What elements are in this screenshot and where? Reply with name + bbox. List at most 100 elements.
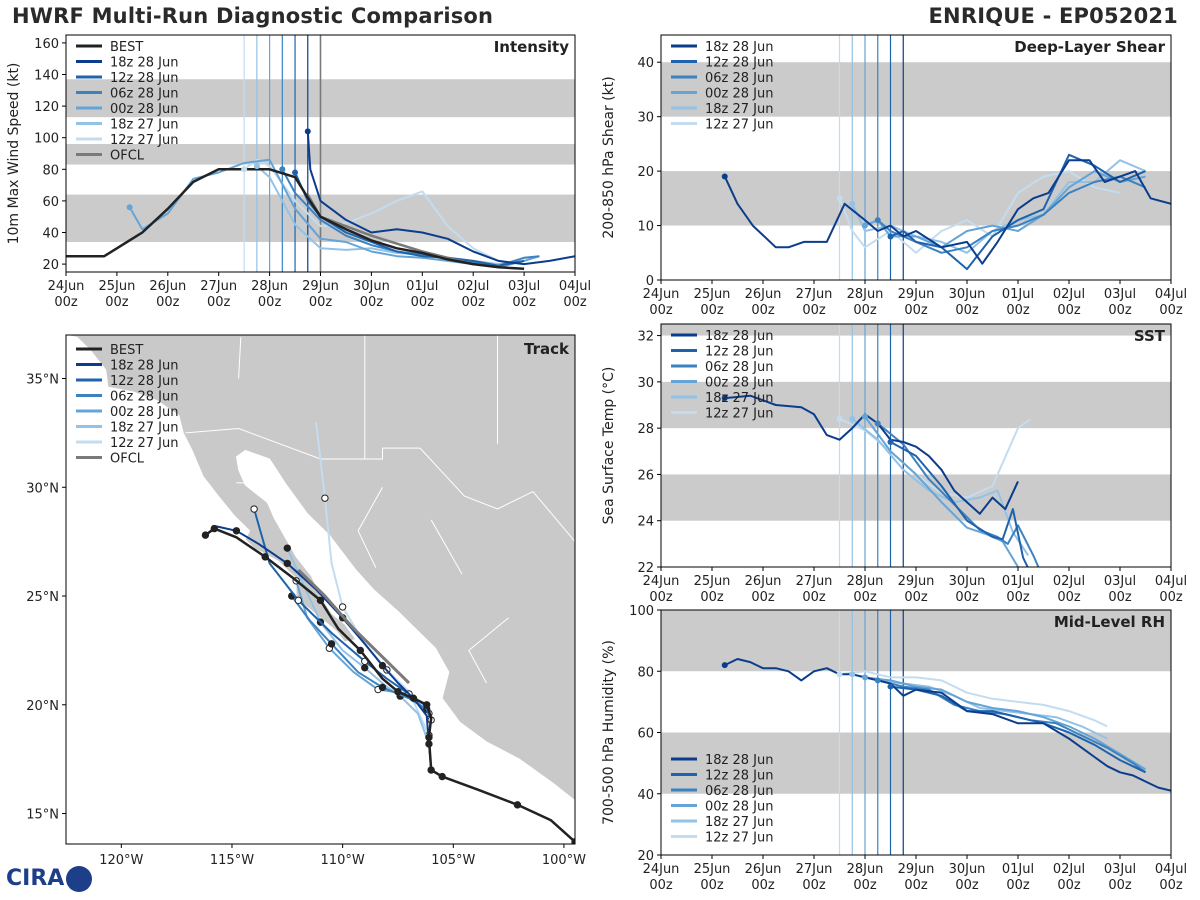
shear-xtick-hour-4: 00z bbox=[853, 303, 877, 318]
sst-series-3 bbox=[864, 416, 1019, 567]
shear-xtick-date-5: 29Jun bbox=[898, 287, 935, 302]
sst-series-1 bbox=[890, 441, 1029, 567]
shear-xtick-hour-9: 00z bbox=[1108, 303, 1132, 318]
intensity-panel-title: Intensity bbox=[494, 38, 570, 56]
track-legend-label-5: 18z 27 Jun bbox=[110, 421, 179, 436]
rh-legend-label-3: 00z 28 Jun bbox=[705, 800, 774, 815]
track-ytick-label-3: 30°N bbox=[26, 481, 59, 496]
sst-xtick-hour-0: 00z bbox=[649, 590, 673, 605]
rh-series-1 bbox=[890, 685, 1146, 774]
intensity-xtick-hour-6: 00z bbox=[360, 295, 384, 310]
shear-xtick-date-6: 30Jun bbox=[949, 287, 986, 302]
intensity-xtick-date-1: 25Jun bbox=[98, 279, 135, 294]
intensity-xtick-date-9: 03Jul bbox=[508, 279, 540, 294]
intensity-xtick-date-10: 04Jul bbox=[559, 279, 591, 294]
rh-xtick-date-1: 25Jun bbox=[694, 862, 731, 877]
sst-band-0 bbox=[661, 474, 1171, 521]
main-title: HWRF Multi-Run Diagnostic Comparison bbox=[12, 4, 494, 28]
intensity-legend-label-1: 18z 28 Jun bbox=[110, 56, 179, 71]
track-ytick-label-0: 15°N bbox=[26, 808, 59, 823]
rh-ytick-label-80: 80 bbox=[637, 665, 654, 680]
track-border-1 bbox=[238, 337, 242, 379]
sst-xtick-date-10: 04Jul bbox=[1155, 574, 1187, 589]
shear-init-point-4 bbox=[849, 200, 856, 207]
track-legend-label-2: 12z 28 Jun bbox=[110, 374, 179, 389]
sst-xtick-hour-7: 00z bbox=[1006, 590, 1030, 605]
sst-ytick-label-28: 28 bbox=[637, 422, 654, 437]
sst-init-point-1 bbox=[887, 439, 894, 446]
shear-ytick-label-40: 40 bbox=[637, 56, 654, 71]
track-series-2-point-4 bbox=[327, 640, 336, 648]
track-panel-title: Track bbox=[524, 340, 570, 358]
shear-xtick-date-10: 04Jul bbox=[1155, 287, 1187, 302]
intensity-series-best bbox=[66, 168, 525, 271]
shear-ytick-label-10: 10 bbox=[637, 220, 654, 235]
shear-series-5 bbox=[838, 170, 1121, 254]
sst-xtick-hour-3: 00z bbox=[802, 590, 826, 605]
rh-xtick-hour-9: 00z bbox=[1108, 878, 1132, 893]
track-ytick-label-2: 25°N bbox=[26, 590, 59, 605]
sst-xtick-date-5: 29Jun bbox=[898, 574, 935, 589]
shear-legend-label-1: 12z 28 Jun bbox=[705, 56, 774, 71]
intensity-xtick-hour-0: 00z bbox=[54, 295, 78, 310]
shear-panel-title: Deep-Layer Shear bbox=[1014, 38, 1165, 56]
sst-ylabel: Sea Surface Temp (°C) bbox=[601, 367, 617, 525]
intensity-xtick-hour-5: 00z bbox=[309, 295, 333, 310]
rh-xtick-hour-10: 00z bbox=[1159, 878, 1183, 893]
rh-xtick-hour-5: 00z bbox=[904, 878, 928, 893]
shear-xtick-date-2: 26Jun bbox=[745, 287, 782, 302]
intensity-ytick-label-40: 40 bbox=[42, 227, 59, 242]
intensity-init-point-4 bbox=[253, 163, 260, 170]
sst-band-2 bbox=[661, 324, 1171, 336]
shear-legend-label-3: 00z 28 Jun bbox=[705, 87, 774, 102]
intensity-init-point-3 bbox=[126, 204, 133, 211]
track-series-0-point-8 bbox=[283, 559, 292, 568]
track-series-ofcl bbox=[297, 568, 411, 685]
sst-legend-label-4: 18z 27 Jun bbox=[705, 391, 774, 406]
sst-panel-title: SST bbox=[1134, 327, 1166, 345]
shear-legend-label-4: 18z 27 Jun bbox=[705, 102, 774, 117]
sst-init-point-5 bbox=[836, 415, 843, 422]
intensity-xtick-hour-2: 00z bbox=[156, 295, 180, 310]
rh-legend-label-4: 18z 27 Jun bbox=[705, 815, 774, 830]
track-legend-label-7: OFCL bbox=[110, 452, 145, 467]
sst-legend-label-0: 18z 28 Jun bbox=[705, 329, 774, 344]
track-series-best-point-14 bbox=[316, 596, 325, 605]
shear-xtick-date-0: 24Jun bbox=[643, 287, 680, 302]
rh-xtick-date-10: 04Jul bbox=[1155, 862, 1187, 877]
rh-panel-title: Mid-Level RH bbox=[1054, 613, 1165, 631]
rh-xtick-date-6: 30Jun bbox=[949, 862, 986, 877]
intensity-xtick-hour-9: 00z bbox=[512, 295, 536, 310]
sst-band-1 bbox=[661, 381, 1171, 429]
track-series-4-point-8 bbox=[283, 544, 292, 552]
intensity-xtick-hour-8: 00z bbox=[462, 295, 486, 310]
sst-legend-label-2: 06z 28 Jun bbox=[705, 360, 774, 375]
sst-xtick-date-1: 25Jun bbox=[694, 574, 731, 589]
rh-ytick-label-60: 60 bbox=[637, 727, 654, 742]
shear-legend-label-0: 18z 28 Jun bbox=[705, 40, 774, 55]
intensity-ylabel: 10m Max Wind Speed (kt) bbox=[6, 63, 22, 245]
track-series-0-point-4 bbox=[378, 661, 387, 670]
intensity-ytick-label-120: 120 bbox=[34, 100, 59, 115]
sst-ytick-label-30: 30 bbox=[637, 376, 654, 391]
track-series-1-point-8 bbox=[250, 505, 258, 513]
intensity-ytick-label-80: 80 bbox=[42, 163, 59, 178]
intensity-xtick-date-7: 01Jul bbox=[406, 279, 438, 294]
intensity-xtick-date-6: 30Jun bbox=[353, 279, 390, 294]
track-legend-label-0: BEST bbox=[110, 343, 143, 358]
intensity-legend-label-4: 00z 28 Jun bbox=[110, 102, 179, 117]
sst-xtick-date-2: 26Jun bbox=[745, 574, 782, 589]
shear-ytick-label-30: 30 bbox=[637, 111, 654, 126]
shear-legend-label-5: 12z 27 Jun bbox=[705, 118, 774, 133]
shear-xtick-date-4: 28Jun bbox=[847, 287, 884, 302]
rh-xtick-hour-8: 00z bbox=[1057, 878, 1081, 893]
shear-xtick-hour-2: 00z bbox=[751, 303, 775, 318]
sst-xtick-hour-2: 00z bbox=[751, 590, 775, 605]
track-xtick-label-2: 110°W bbox=[321, 853, 365, 868]
shear-ylabel: 200-850 hPa Shear (kt) bbox=[601, 76, 617, 238]
sst-xtick-date-4: 28Jun bbox=[847, 574, 884, 589]
shear-series-0 bbox=[723, 159, 1171, 265]
sst-xtick-date-9: 03Jul bbox=[1104, 574, 1136, 589]
shear-band-0 bbox=[661, 171, 1171, 226]
sst-xtick-hour-8: 00z bbox=[1057, 590, 1081, 605]
